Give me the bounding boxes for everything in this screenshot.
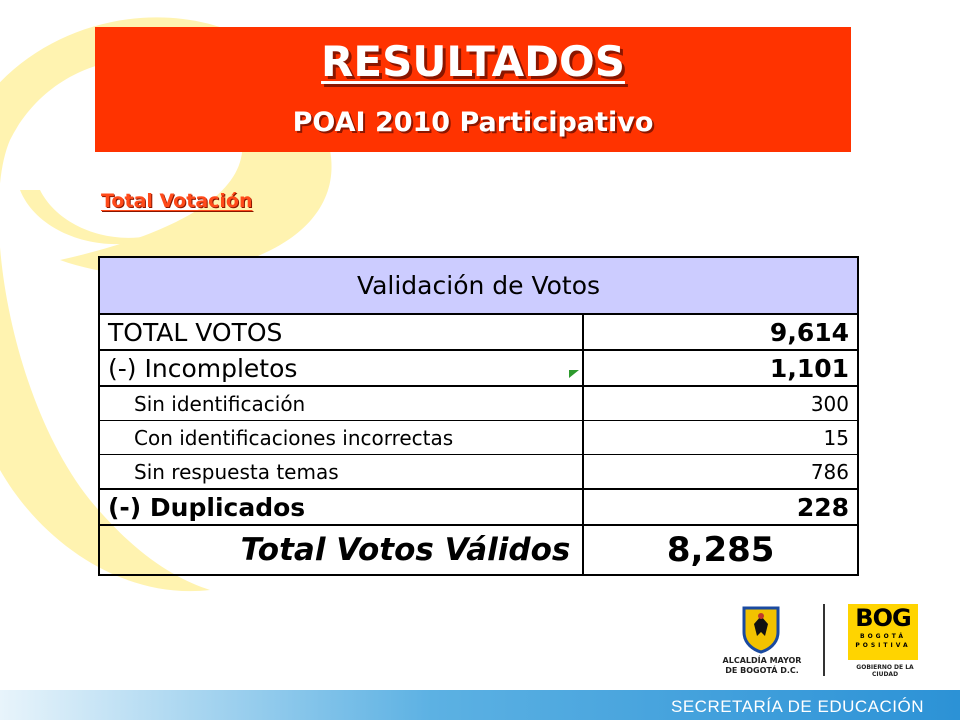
bog-logo: BOG BOGOTÁ POSITIVA xyxy=(848,604,918,660)
row-value-total-validos: 8,285 xyxy=(582,525,859,576)
gobierno-text: GOBIERNO DE LA CIUDAD xyxy=(856,664,914,678)
bog-logo-tagline: BOGOTÁ POSITIVA xyxy=(855,633,911,649)
row-label-sin-identificacion: Sin identificación xyxy=(97,386,585,421)
row-value-incompletos: 1,101 xyxy=(582,350,859,387)
row-value-sin-respuesta: 786 xyxy=(582,454,859,490)
row-value-sin-identificacion: 300 xyxy=(582,386,859,421)
bogota-crest-icon xyxy=(742,606,780,654)
alcaldia-logo-text: ALCALDÍA MAYOR DE BOGOTÁ D.C. xyxy=(722,656,802,675)
section-label: Total Votación xyxy=(101,190,253,212)
footer-bar xyxy=(0,690,960,720)
table-row: Sin identificación 300 xyxy=(97,386,859,421)
table-row: (-) Incompletos 1,101 xyxy=(97,350,859,387)
row-label-total-validos: Total Votos Válidos xyxy=(97,525,585,576)
table-total-row: Total Votos Válidos 8,285 xyxy=(97,525,859,576)
page-title: RESULTADOS xyxy=(321,37,625,86)
row-label-sin-respuesta: Sin respuesta temas xyxy=(97,454,585,490)
cell-comment-marker xyxy=(569,370,579,378)
row-label-identificaciones-incorrectas: Con identificaciones incorrectas xyxy=(97,420,585,455)
table-heading: Validación de Votos xyxy=(98,256,859,315)
row-value-duplicados: 228 xyxy=(582,488,859,526)
row-value-total-votos: 9,614 xyxy=(582,314,859,351)
table-heading-row: Validación de Votos xyxy=(98,256,859,315)
row-label-incompletos: (-) Incompletos xyxy=(97,350,585,387)
table-row: Sin respuesta temas 786 xyxy=(97,454,859,490)
row-value-identificaciones-incorrectas: 15 xyxy=(582,420,859,455)
logo-divider xyxy=(823,604,825,676)
row-label-duplicados: (-) Duplicados xyxy=(97,488,585,526)
row-label-total-votos: TOTAL VOTOS xyxy=(97,314,585,351)
table-row: TOTAL VOTOS 9,614 xyxy=(97,314,859,351)
footer-text: SECRETARÍA DE EDUCACIÓN xyxy=(670,697,924,716)
bog-logo-text: BOG xyxy=(855,604,911,632)
page-subtitle: POAI 2010 Participativo xyxy=(292,107,654,138)
vote-validation-table: Validación de Votos TOTAL VOTOS 9,614 (-… xyxy=(97,256,859,576)
table-row: Con identificaciones incorrectas 15 xyxy=(97,420,859,455)
table-row: (-) Duplicados 228 xyxy=(97,488,859,526)
title-banner: RESULTADOS POAI 2010 Participativo xyxy=(95,27,851,152)
